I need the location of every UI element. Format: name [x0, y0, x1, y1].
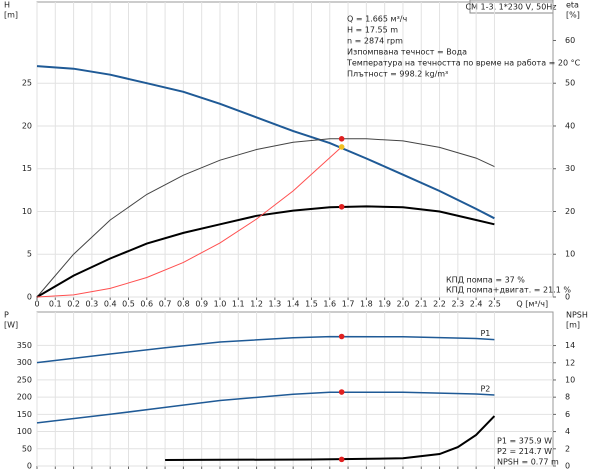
x-tick-label: 1.3 — [269, 300, 282, 309]
y-tick-label: 0 — [27, 293, 32, 302]
y-tick-label: 0 — [27, 462, 32, 471]
y2-tick-label: 30 — [565, 164, 575, 173]
x-tick-label: 0.5 — [122, 300, 135, 309]
x-tick-label: 2.2 — [433, 300, 446, 309]
chart-title: CM 1-3, 1*230 V, 50Hz — [465, 3, 556, 12]
y-tick-label: 100 — [17, 427, 32, 436]
y-tick-label: 300 — [17, 358, 32, 367]
curve — [36, 65, 495, 220]
curve — [36, 138, 495, 298]
y-tick-label: 250 — [17, 375, 32, 384]
x-tick-label: 2.4 — [470, 300, 483, 309]
x-tick-label: 0.8 — [177, 300, 190, 309]
info-text: Плътност = 998.2 kg/m³ — [347, 70, 448, 79]
y2-tick-label: 14 — [565, 341, 575, 350]
x-tick-label: 0.7 — [159, 300, 172, 309]
y-tick-label: 50 — [22, 444, 32, 453]
y2-tick-label: 50 — [565, 79, 575, 88]
x-tick-label: 0.1 — [49, 300, 62, 309]
x-tick-label: 1.4 — [287, 300, 300, 309]
x-axis-label: Q [м³/ч] — [516, 300, 548, 309]
y2-tick-label: 6 — [565, 410, 570, 419]
y-axis-label: [m] — [4, 11, 18, 20]
x-tick-label: 0.3 — [86, 300, 99, 309]
x-tick-label: 0 — [34, 300, 39, 309]
x-tick-label: 1.2 — [250, 300, 263, 309]
y2-axis-label: eta — [566, 1, 579, 10]
x-tick-label: 1.7 — [342, 300, 355, 309]
y2-tick-label: 8 — [565, 393, 570, 402]
x-tick-label: 1.9 — [378, 300, 391, 309]
y-tick-label: 15 — [22, 164, 32, 173]
duty-point — [338, 136, 345, 142]
x-tick-label: 1.1 — [232, 300, 245, 309]
x-tick-label: 1.6 — [323, 300, 336, 309]
y-tick-label: 25 — [22, 79, 32, 88]
x-tick-label: 0.4 — [104, 300, 117, 309]
note-text: P1 = 375.9 W — [497, 437, 552, 446]
x-tick-label: 0.9 — [195, 300, 208, 309]
plot-frame — [36, 311, 554, 467]
x-tick-label: 0.6 — [140, 300, 153, 309]
y-tick-label: 20 — [22, 121, 32, 130]
y2-tick-label: 40 — [565, 121, 575, 130]
info-text: Изпомпвана течност = Вода — [347, 48, 467, 57]
y-tick-label: 5 — [27, 250, 32, 259]
duty-point — [338, 144, 345, 150]
curve — [36, 205, 495, 298]
info-text: Температура на течността по време на раб… — [346, 59, 581, 68]
duty-point — [338, 333, 345, 340]
y2-tick-label: 0 — [565, 293, 570, 302]
y-tick-label: 200 — [17, 393, 32, 402]
y2-tick-label: 2 — [565, 444, 570, 453]
curve — [36, 335, 495, 364]
y2-tick-label: 10 — [565, 250, 575, 259]
y-axis-label: H — [4, 1, 10, 10]
series-label: P1 — [480, 329, 490, 338]
info-text: H = 17.55 m — [347, 26, 398, 35]
y-tick-label: 350 — [17, 341, 32, 350]
note-text: P2 = 214.7 W — [497, 447, 552, 456]
y-tick-label: 10 — [22, 207, 32, 216]
note-text: NPSH = 0.77 m — [497, 458, 559, 467]
series-label: P2 — [480, 385, 490, 394]
y2-tick-label: 4 — [565, 427, 570, 436]
duty-point — [338, 203, 345, 210]
curve — [36, 146, 343, 298]
duty-point — [338, 389, 345, 395]
y2-axis-label: [%] — [566, 11, 580, 20]
y2-axis-label: [m] — [566, 321, 580, 330]
y-tick-label: 150 — [17, 410, 32, 419]
x-tick-label: 1.8 — [360, 300, 373, 309]
x-tick-label: 2.3 — [451, 300, 464, 309]
x-tick-label: 2.1 — [415, 300, 428, 309]
y2-tick-label: 60 — [565, 36, 575, 45]
note-text: КПД помпа = 37 % — [446, 276, 525, 285]
x-tick-label: 2.5 — [488, 300, 501, 309]
x-tick-label: 0.2 — [67, 300, 80, 309]
info-text: n = 2874 rpm — [347, 37, 403, 46]
x-tick-label: 1.5 — [305, 300, 318, 309]
y2-tick-label: 0 — [565, 462, 570, 471]
y2-axis-label: NPSH — [566, 311, 588, 320]
info-text: Q = 1.665 м³/ч — [347, 15, 407, 24]
y2-tick-label: 12 — [565, 358, 575, 367]
x-tick-label: 1.0 — [214, 300, 227, 309]
plot-frame — [36, 1, 554, 298]
note-text: КПД помпа+двигат. = 21.1 % — [446, 286, 571, 295]
curve — [36, 391, 495, 424]
y2-tick-label: 10 — [565, 375, 575, 384]
y2-tick-label: 20 — [565, 207, 575, 216]
y-axis-label: [W] — [4, 321, 18, 330]
duty-point — [338, 456, 345, 463]
x-tick-label: 2.0 — [397, 300, 410, 309]
curve — [165, 415, 496, 461]
y-axis-label: P — [4, 311, 9, 320]
